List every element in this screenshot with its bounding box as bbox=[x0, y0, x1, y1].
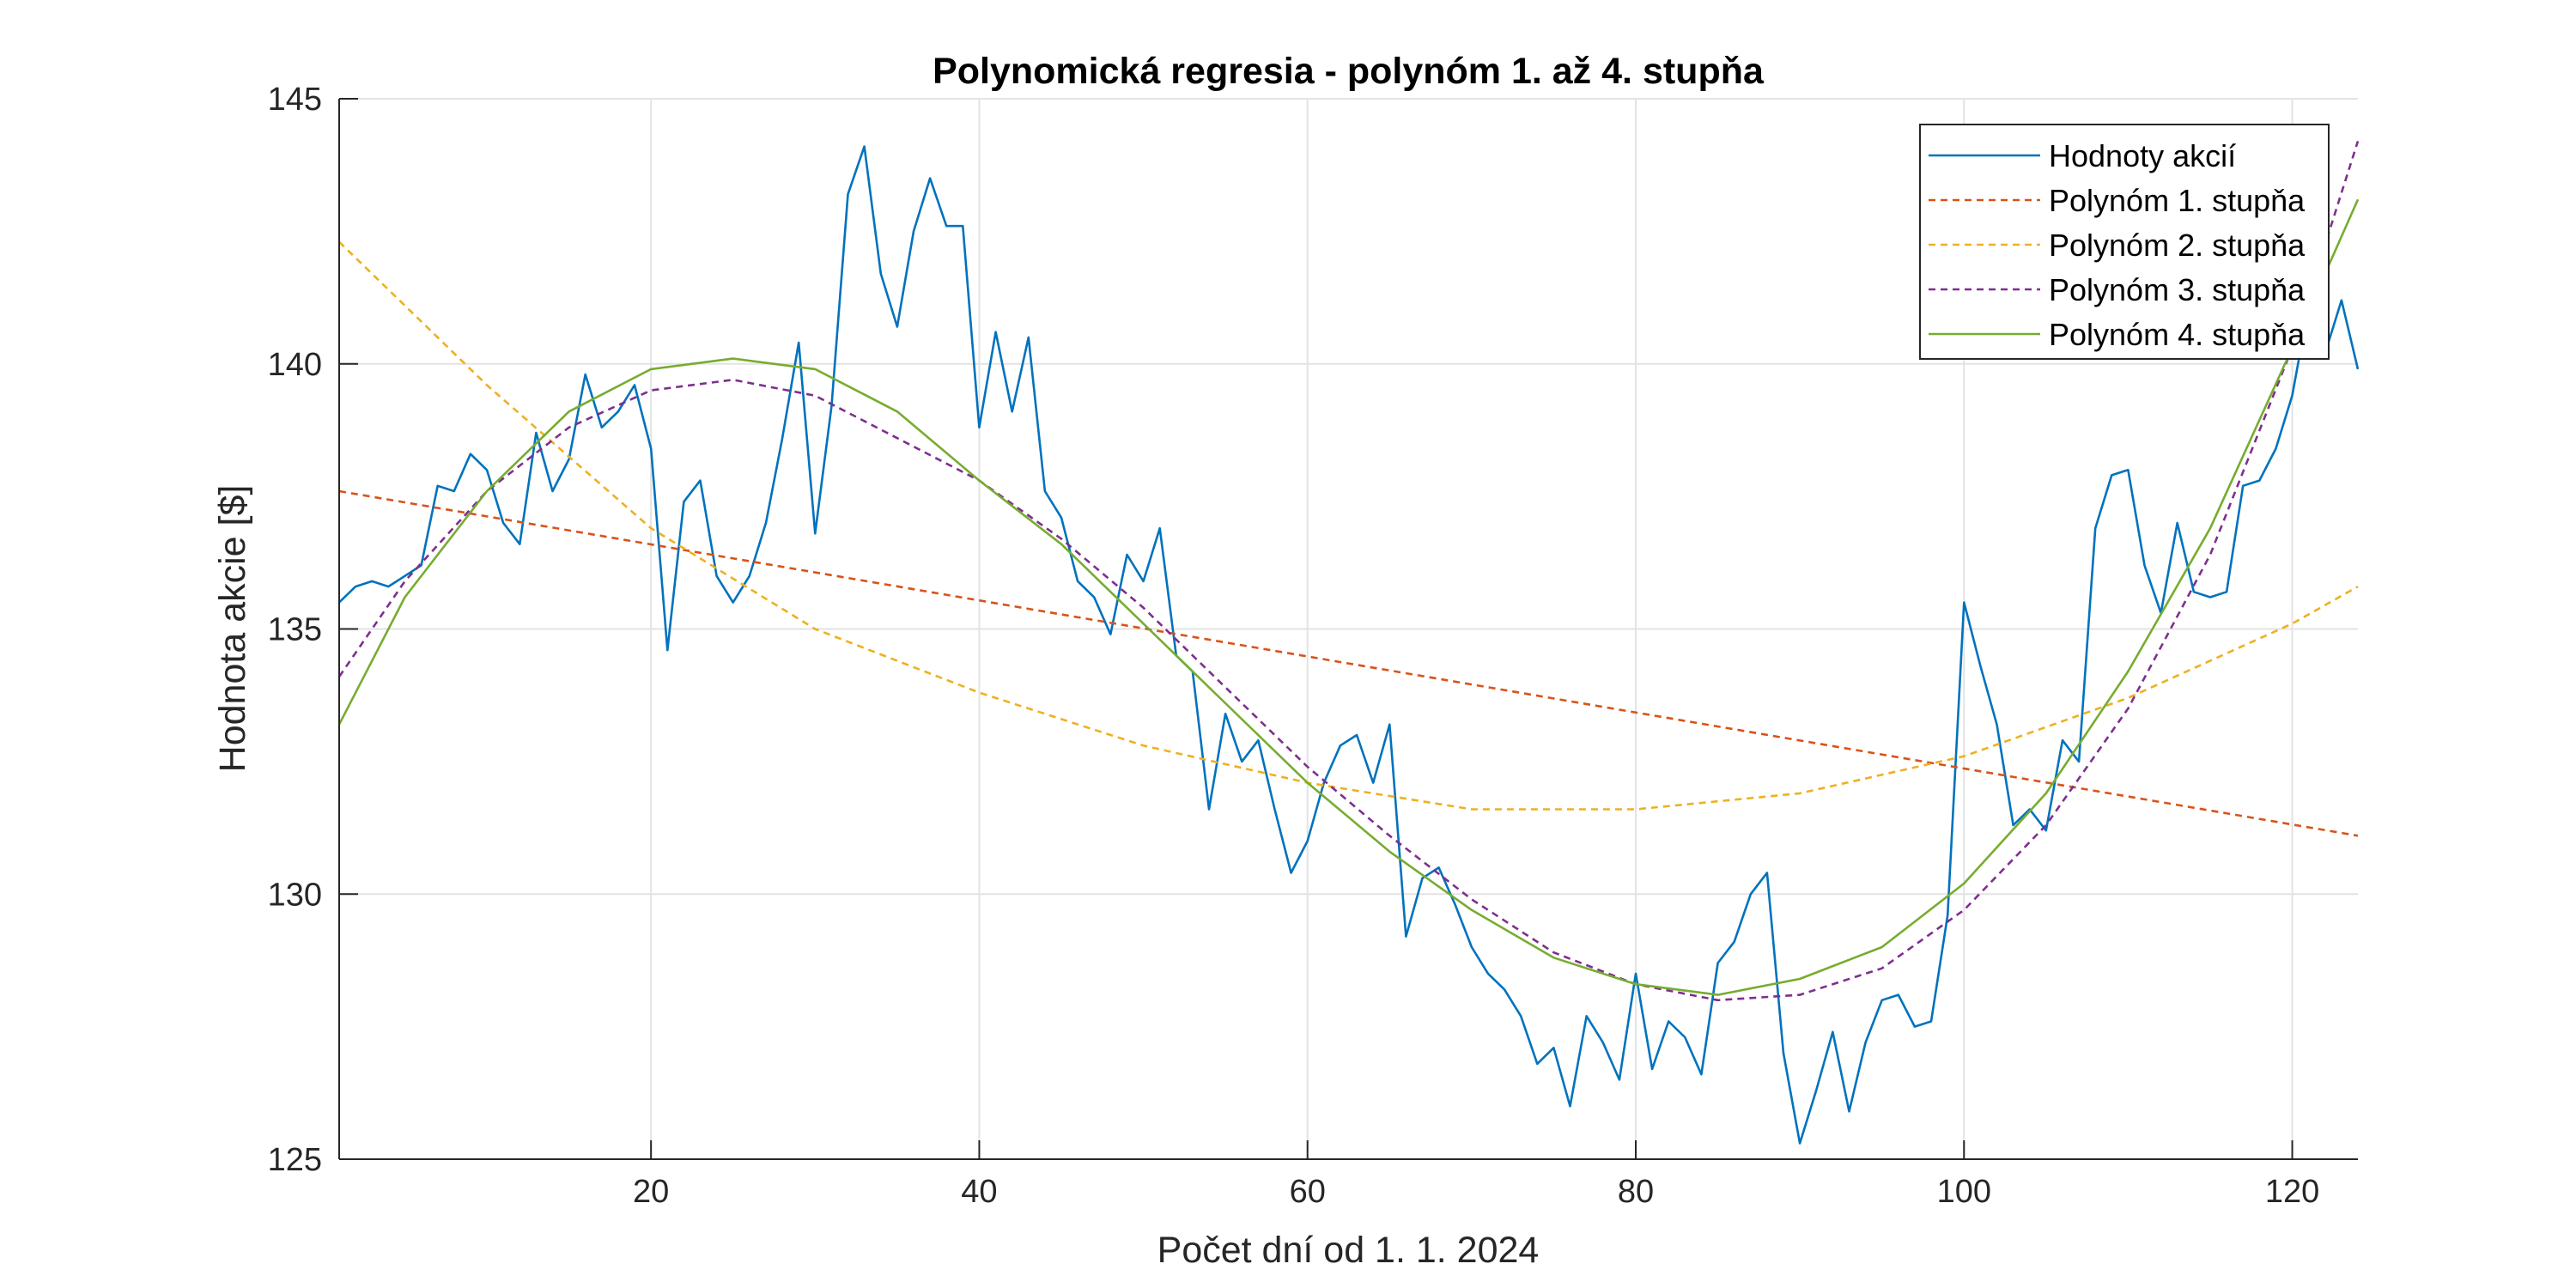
series-line-4 bbox=[337, 141, 2360, 1002]
legend-label: Hodnoty akcií bbox=[2049, 138, 2236, 173]
legend-box bbox=[1919, 124, 2330, 360]
legend-entry-polynom-3: Polynóm 3. stupňa bbox=[1929, 272, 2306, 307]
chart-title: Polynomická regresia - polynóm 1. až 4. … bbox=[933, 51, 1765, 92]
x-tick-label: 20 bbox=[633, 1174, 669, 1210]
legend: Hodnoty akcií Polynóm 1. stupňa Polynóm … bbox=[1919, 124, 2330, 360]
y-tick-label: 125 bbox=[268, 1142, 322, 1178]
y-tick-label: 140 bbox=[268, 347, 322, 383]
y-tick-label: 145 bbox=[268, 82, 322, 118]
series-line-2 bbox=[338, 489, 2359, 837]
series-line-5 bbox=[337, 198, 2360, 996]
x-axis-label: Počet dní od 1. 1. 2024 bbox=[1157, 1230, 1540, 1271]
y-axis-label: Hodnota akcie [$] bbox=[212, 485, 253, 773]
ticks: 20 40 60 80 100 120 125 130 135 140 145 bbox=[268, 82, 2320, 1210]
legend-label: Polynóm 1. stupňa bbox=[2049, 183, 2306, 218]
series-line-3 bbox=[338, 240, 2359, 811]
x-tick-label: 80 bbox=[1618, 1174, 1654, 1210]
legend-entry-hodnoty-akcii: Hodnoty akcií bbox=[1929, 138, 2236, 173]
y-tick-label: 135 bbox=[268, 612, 322, 648]
legend-label: Polynóm 2. stupňa bbox=[2049, 228, 2306, 263]
legend-entry-polynom-2: Polynóm 2. stupňa bbox=[1929, 228, 2306, 263]
x-tick-label: 40 bbox=[961, 1174, 997, 1210]
y-tick-label: 130 bbox=[268, 877, 322, 913]
x-tick-label: 100 bbox=[1937, 1174, 1991, 1210]
series-line-1 bbox=[338, 145, 2360, 1145]
legend-entry-polynom-4: Polynóm 4. stupňa bbox=[1929, 317, 2306, 352]
x-tick-label: 120 bbox=[2265, 1174, 2319, 1210]
legend-entry-polynom-1: Polynóm 1. stupňa bbox=[1929, 183, 2306, 218]
x-tick-label: 60 bbox=[1290, 1174, 1326, 1210]
legend-label: Polynóm 3. stupňa bbox=[2049, 272, 2306, 307]
series-layer bbox=[337, 141, 2360, 1145]
legend-label: Polynóm 4. stupňa bbox=[2049, 317, 2306, 352]
